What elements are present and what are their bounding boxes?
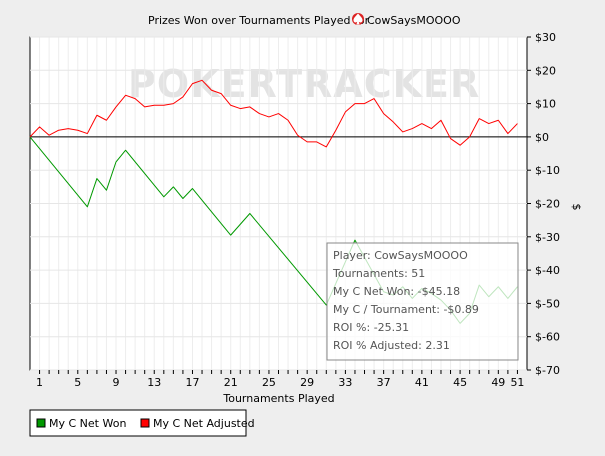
y-tick-label: $0 bbox=[535, 131, 549, 144]
info-net-won: My C Net Won: -$45.18 bbox=[333, 285, 460, 298]
y-tick-label: $20 bbox=[535, 64, 556, 77]
legend: My C Net Won My C Net Adjusted bbox=[29, 409, 255, 437]
y-tick-label: $10 bbox=[535, 98, 556, 111]
y-tick-label: $30 bbox=[535, 31, 556, 44]
x-tick-label: 41 bbox=[415, 376, 429, 389]
info-roi: ROI %: -25.31 bbox=[333, 321, 409, 334]
x-tick-label: 49 bbox=[491, 376, 505, 389]
y-tick-label: $-70 bbox=[535, 364, 560, 377]
x-tick-label: 33 bbox=[338, 376, 352, 389]
info-per-tournament: My C / Tournament: -$0.89 bbox=[333, 303, 479, 316]
y-tick-label: $-50 bbox=[535, 297, 560, 310]
chart-title: Prizes Won over Tournaments Played for bbox=[148, 14, 370, 27]
chart-player-name: CowSaysMOOOO bbox=[367, 14, 461, 27]
watermark: POKERTRACKER bbox=[128, 62, 480, 106]
y-tick-label: $-60 bbox=[535, 331, 560, 344]
x-axis-label: Tournaments Played bbox=[222, 392, 334, 405]
x-tick-label: 9 bbox=[113, 376, 120, 389]
x-tick-label: 1 bbox=[36, 376, 43, 389]
info-tournaments: Tournaments: 51 bbox=[332, 267, 425, 280]
x-tick-label: 21 bbox=[224, 376, 238, 389]
series-line-net-adjusted bbox=[29, 79, 518, 148]
legend-label-net-adjusted: My C Net Adjusted bbox=[153, 417, 255, 430]
x-tick-label: 29 bbox=[300, 376, 314, 389]
x-tick-label: 5 bbox=[74, 376, 81, 389]
y-axis-label: $ bbox=[570, 204, 583, 211]
x-tick-label: 13 bbox=[147, 376, 161, 389]
legend-swatch-net-won bbox=[36, 418, 46, 428]
poker-spade-icon bbox=[352, 13, 364, 25]
legend-label-net-won: My C Net Won bbox=[49, 417, 126, 430]
x-tick-label: 45 bbox=[453, 376, 467, 389]
info-box: Player: CowSaysMOOOO Tournaments: 51 My … bbox=[326, 242, 519, 361]
info-roi-adjusted: ROI % Adjusted: 2.31 bbox=[333, 339, 450, 352]
info-player: Player: CowSaysMOOOO bbox=[333, 249, 468, 262]
y-tick-label: $-30 bbox=[535, 231, 560, 244]
x-tick-label: 17 bbox=[185, 376, 199, 389]
y-tick-label: $-10 bbox=[535, 164, 560, 177]
x-tick-label: 25 bbox=[262, 376, 276, 389]
y-tick-label: $-20 bbox=[535, 198, 560, 211]
x-tick-label: 51 bbox=[510, 376, 524, 389]
axes: 1 5 9 13 17 21 25 29 33 37 41 45 49 51 $30 $20 $10 $0 $-10… bbox=[36, 31, 560, 389]
y-tick-label: $-40 bbox=[535, 264, 560, 277]
x-tick-label: 37 bbox=[377, 376, 391, 389]
legend-swatch-net-adjusted bbox=[140, 418, 150, 428]
